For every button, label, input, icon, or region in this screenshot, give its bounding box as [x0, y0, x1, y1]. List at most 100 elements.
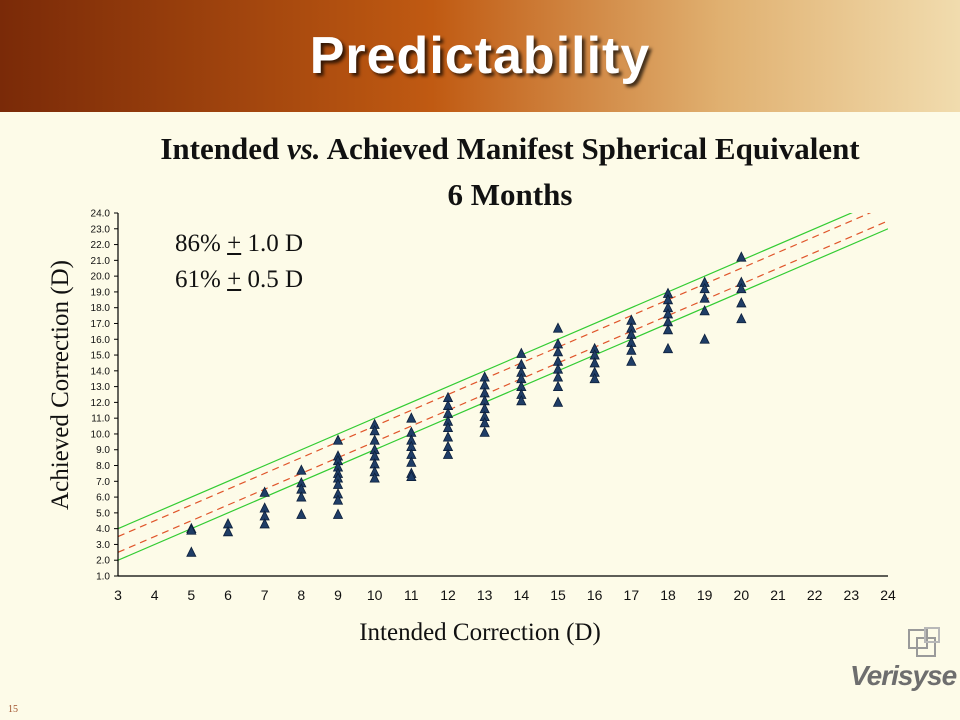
- y-tick-label: 9.0: [96, 445, 110, 456]
- stat-1-plusminus: +: [227, 230, 242, 257]
- data-point: [369, 472, 380, 483]
- y-tick-label: 4.0: [96, 524, 110, 535]
- x-tick-label: 11: [404, 587, 419, 603]
- data-point: [699, 304, 710, 316]
- x-tick-label: 9: [334, 587, 342, 603]
- data-point: [626, 355, 637, 366]
- reference-lines: [118, 213, 888, 561]
- data-point: [736, 297, 747, 308]
- reference-line-3: [118, 220, 888, 553]
- data-point: [296, 491, 307, 502]
- y-tick-label: 20.0: [91, 272, 111, 283]
- data-point: [736, 251, 747, 262]
- y-tick-label: 15.0: [91, 351, 111, 362]
- page-title: Predictability: [309, 27, 651, 85]
- reference-line-0: [118, 213, 853, 530]
- y-tick-label: 22.0: [91, 240, 111, 251]
- brand-logo-text: Verisyse: [850, 660, 957, 691]
- data-point: [186, 546, 197, 557]
- slide-number: 15: [8, 704, 18, 715]
- x-tick-label: 18: [660, 587, 676, 603]
- x-tick-label: 21: [770, 587, 786, 603]
- x-tick-label: 15: [550, 587, 566, 603]
- data-point: [332, 508, 344, 519]
- data-point: [626, 344, 637, 355]
- x-tick-label: 10: [367, 587, 383, 603]
- y-tick-label: 14.0: [91, 366, 111, 377]
- data-point: [699, 333, 710, 344]
- x-tick-label: 12: [440, 587, 456, 603]
- data-point: [552, 380, 564, 392]
- chart-subtitle: 6 Months: [447, 177, 573, 212]
- y-tick-label: 19.0: [91, 287, 111, 298]
- data-point: [662, 342, 674, 354]
- data-point: [406, 412, 417, 423]
- y-tick-label: 7.0: [96, 477, 110, 488]
- x-tick-label: 3: [114, 587, 122, 603]
- stat-2-range: 0.5 D: [241, 266, 303, 293]
- y-tick-label: 17.0: [91, 319, 111, 330]
- x-tick-label: 20: [734, 587, 750, 603]
- data-point: [736, 312, 747, 324]
- reference-line-1: [118, 228, 888, 561]
- y-axis-label: Achieved Correction (D): [47, 260, 74, 510]
- y-tick-label: 8.0: [96, 461, 110, 472]
- x-tick-labels: 3 4 5 6 7 8 9 10 11 12 13 14 15 16 17 18 19 20 21 22 23 24: [114, 587, 896, 603]
- data-point: [296, 508, 307, 519]
- chart-title-italic: vs.: [286, 131, 321, 166]
- stat-1-range: 1.0 D: [241, 230, 303, 257]
- data-point: [406, 456, 417, 467]
- data-points: [186, 251, 747, 557]
- data-point: [552, 396, 564, 407]
- y-tick-labels: 1.0 2.0 3.0 4.0 5.0 6.0 7.0 8.0 9.0 10.0 11.0 12.0 1…: [91, 209, 118, 583]
- data-point: [516, 394, 527, 406]
- y-tick-label: 13.0: [91, 382, 111, 393]
- y-tick-label: 3.0: [96, 540, 110, 551]
- chart-axes: [117, 213, 888, 577]
- y-tick-label: 2.0: [96, 556, 110, 567]
- data-point: [479, 426, 490, 437]
- x-tick-label: 24: [880, 587, 896, 603]
- chart-title-part1: Intended: [160, 131, 287, 166]
- y-tick-label: 12.0: [91, 398, 111, 409]
- stat-annotation-1: 86% + 1.0 D: [175, 230, 303, 258]
- stat-1-pct: 86%: [175, 230, 228, 257]
- y-tick-label: 16.0: [91, 335, 111, 346]
- stat-2-pct: 61%: [175, 266, 228, 293]
- y-tick-label: 5.0: [96, 508, 110, 519]
- data-point: [736, 282, 747, 294]
- data-point: [406, 470, 417, 481]
- slide-header-band: [0, 0, 960, 112]
- data-point: [259, 518, 270, 529]
- y-tick-label: 23.0: [91, 224, 111, 235]
- data-point: [699, 292, 710, 303]
- x-tick-label: 22: [807, 587, 823, 603]
- y-tick-label: 10.0: [91, 429, 111, 440]
- x-tick-label: 19: [697, 587, 713, 603]
- data-point: [442, 448, 454, 459]
- x-tick-label: 16: [587, 587, 603, 603]
- chart-title-part2: Achieved Manifest Spherical Equivalent: [320, 131, 860, 166]
- stat-annotation-2: 61% + 0.5 D: [175, 266, 303, 294]
- x-tick-label: 7: [261, 587, 269, 603]
- data-point: [552, 322, 564, 333]
- x-tick-label: 6: [224, 587, 232, 603]
- chart-title: Intended vs. Achieved Manifest Spherical…: [60, 126, 960, 218]
- data-point: [186, 524, 197, 535]
- stat-2-plusminus: +: [227, 266, 242, 293]
- x-axis-label: Intended Correction (D): [359, 619, 601, 646]
- data-point: [516, 347, 527, 358]
- data-point: [332, 494, 344, 505]
- logo-emblem-icon: [908, 627, 940, 657]
- x-tick-label: 14: [514, 587, 530, 603]
- y-tick-label: 21.0: [91, 256, 111, 267]
- data-point: [259, 486, 270, 497]
- y-tick-label: 18.0: [91, 303, 111, 314]
- y-tick-label: 6.0: [96, 493, 110, 504]
- data-point: [296, 464, 307, 475]
- x-tick-label: 17: [624, 587, 640, 603]
- data-point: [222, 525, 234, 537]
- x-tick-label: 4: [151, 587, 159, 603]
- x-tick-label: 23: [844, 587, 860, 603]
